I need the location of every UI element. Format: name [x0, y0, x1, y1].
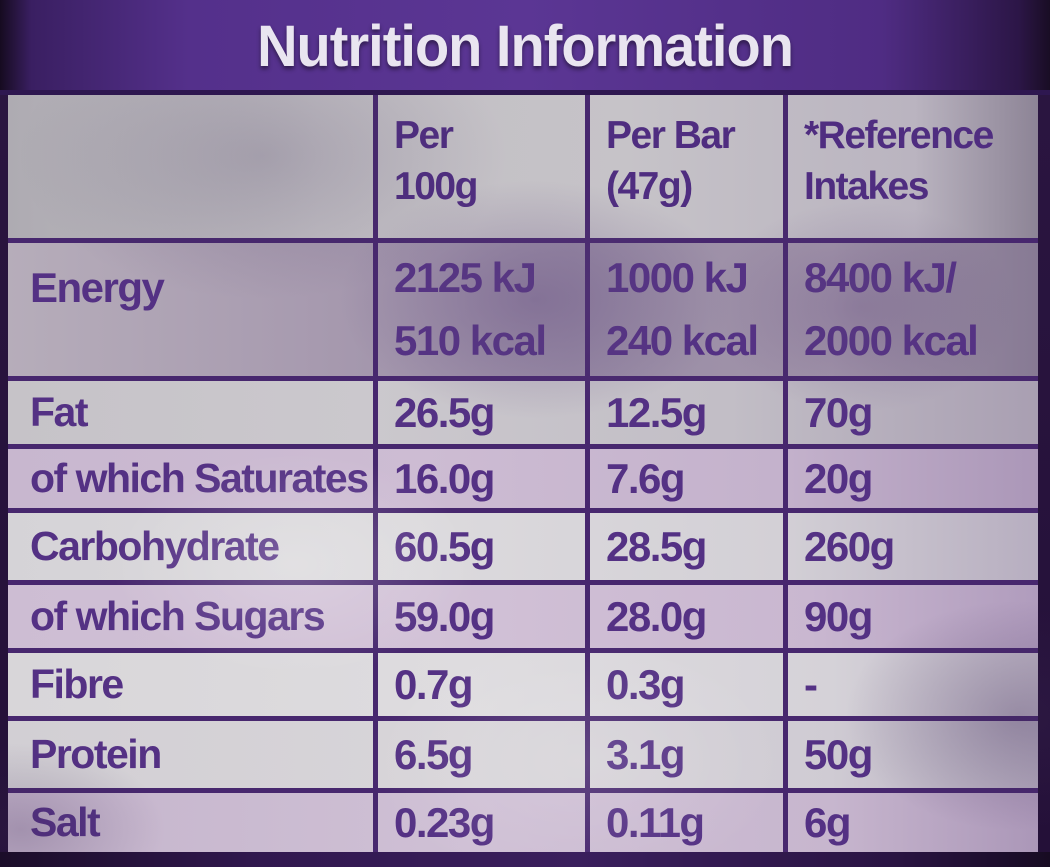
value-per-100g: 16.0g — [378, 449, 590, 508]
value-reference: 50g — [804, 730, 873, 778]
value-per-100g: 26.5g — [378, 381, 590, 444]
table-row-sugars: of which Sugars 59.0g 28.0g 90g — [8, 580, 1038, 648]
row-label: Energy — [8, 243, 378, 376]
value-per-bar: 1000 kJ 240 kcal — [590, 243, 788, 376]
value-per-100g: 0.7g — [378, 653, 590, 716]
value-per-bar: 0.11g — [590, 793, 788, 852]
value-per-bar: 28.0g — [590, 585, 788, 648]
value-reference: 6g — [804, 798, 852, 846]
value-per-bar: 3.1g — [590, 721, 788, 788]
value-per-bar: 7.6g — [590, 449, 788, 508]
table-header-row: Per 100g Per Bar (47g) *Reference Intake… — [8, 95, 1038, 238]
value-per-100g: 60.5g — [378, 513, 590, 580]
row-label: of which Sugars — [8, 585, 378, 648]
nutrition-table: Per 100g Per Bar (47g) *Reference Intake… — [0, 95, 1050, 852]
row-label: Protein — [8, 721, 378, 788]
table-row-protein: Protein 6.5g 3.1g 50g — [8, 716, 1038, 788]
value-reference: 8400 kJ/ 2000 kcal — [804, 254, 979, 364]
header-blank-cell — [8, 95, 378, 238]
value-per-bar: 28.5g — [590, 513, 788, 580]
value-per-100g: 0.23g — [378, 793, 590, 852]
page-title: Nutrition Information — [257, 12, 794, 78]
value-per-100g: 2125 kJ 510 kcal — [378, 243, 590, 376]
value-per-bar: 0.3g — [590, 653, 788, 716]
table-row-saturates: of which Saturates 16.0g 7.6g 20g — [8, 444, 1038, 508]
value-per-bar: 12.5g — [590, 381, 788, 444]
header-per-100g: Per 100g — [378, 95, 590, 238]
row-label: Fibre — [8, 653, 378, 716]
row-label: Salt — [8, 793, 378, 852]
row-label: Fat — [8, 381, 378, 444]
header-per-bar: Per Bar (47g) — [590, 95, 788, 238]
bottom-edge — [0, 852, 1050, 867]
table-row-fibre: Fibre 0.7g 0.3g - — [8, 648, 1038, 716]
table-row-salt: Salt 0.23g 0.11g 6g — [8, 788, 1038, 852]
value-reference: 90g — [804, 592, 873, 640]
value-per-100g: 59.0g — [378, 585, 590, 648]
row-label: of which Saturates — [8, 449, 378, 508]
value-reference: 20g — [804, 454, 873, 502]
value-per-100g: 6.5g — [378, 721, 590, 788]
value-reference: 260g — [804, 522, 895, 570]
table-row-fat: Fat 26.5g 12.5g 70g — [8, 376, 1038, 444]
value-reference: - — [804, 660, 818, 708]
table-row-energy: Energy 2125 kJ 510 kcal 1000 kJ 240 kcal… — [8, 238, 1038, 376]
value-reference: 70g — [804, 388, 873, 436]
title-banner: Nutrition Information — [0, 0, 1050, 95]
table-row-carbohydrate: Carbohydrate 60.5g 28.5g 260g — [8, 508, 1038, 580]
header-reference-intakes: *Reference Intakes — [804, 114, 994, 208]
row-label: Carbohydrate — [8, 513, 378, 580]
